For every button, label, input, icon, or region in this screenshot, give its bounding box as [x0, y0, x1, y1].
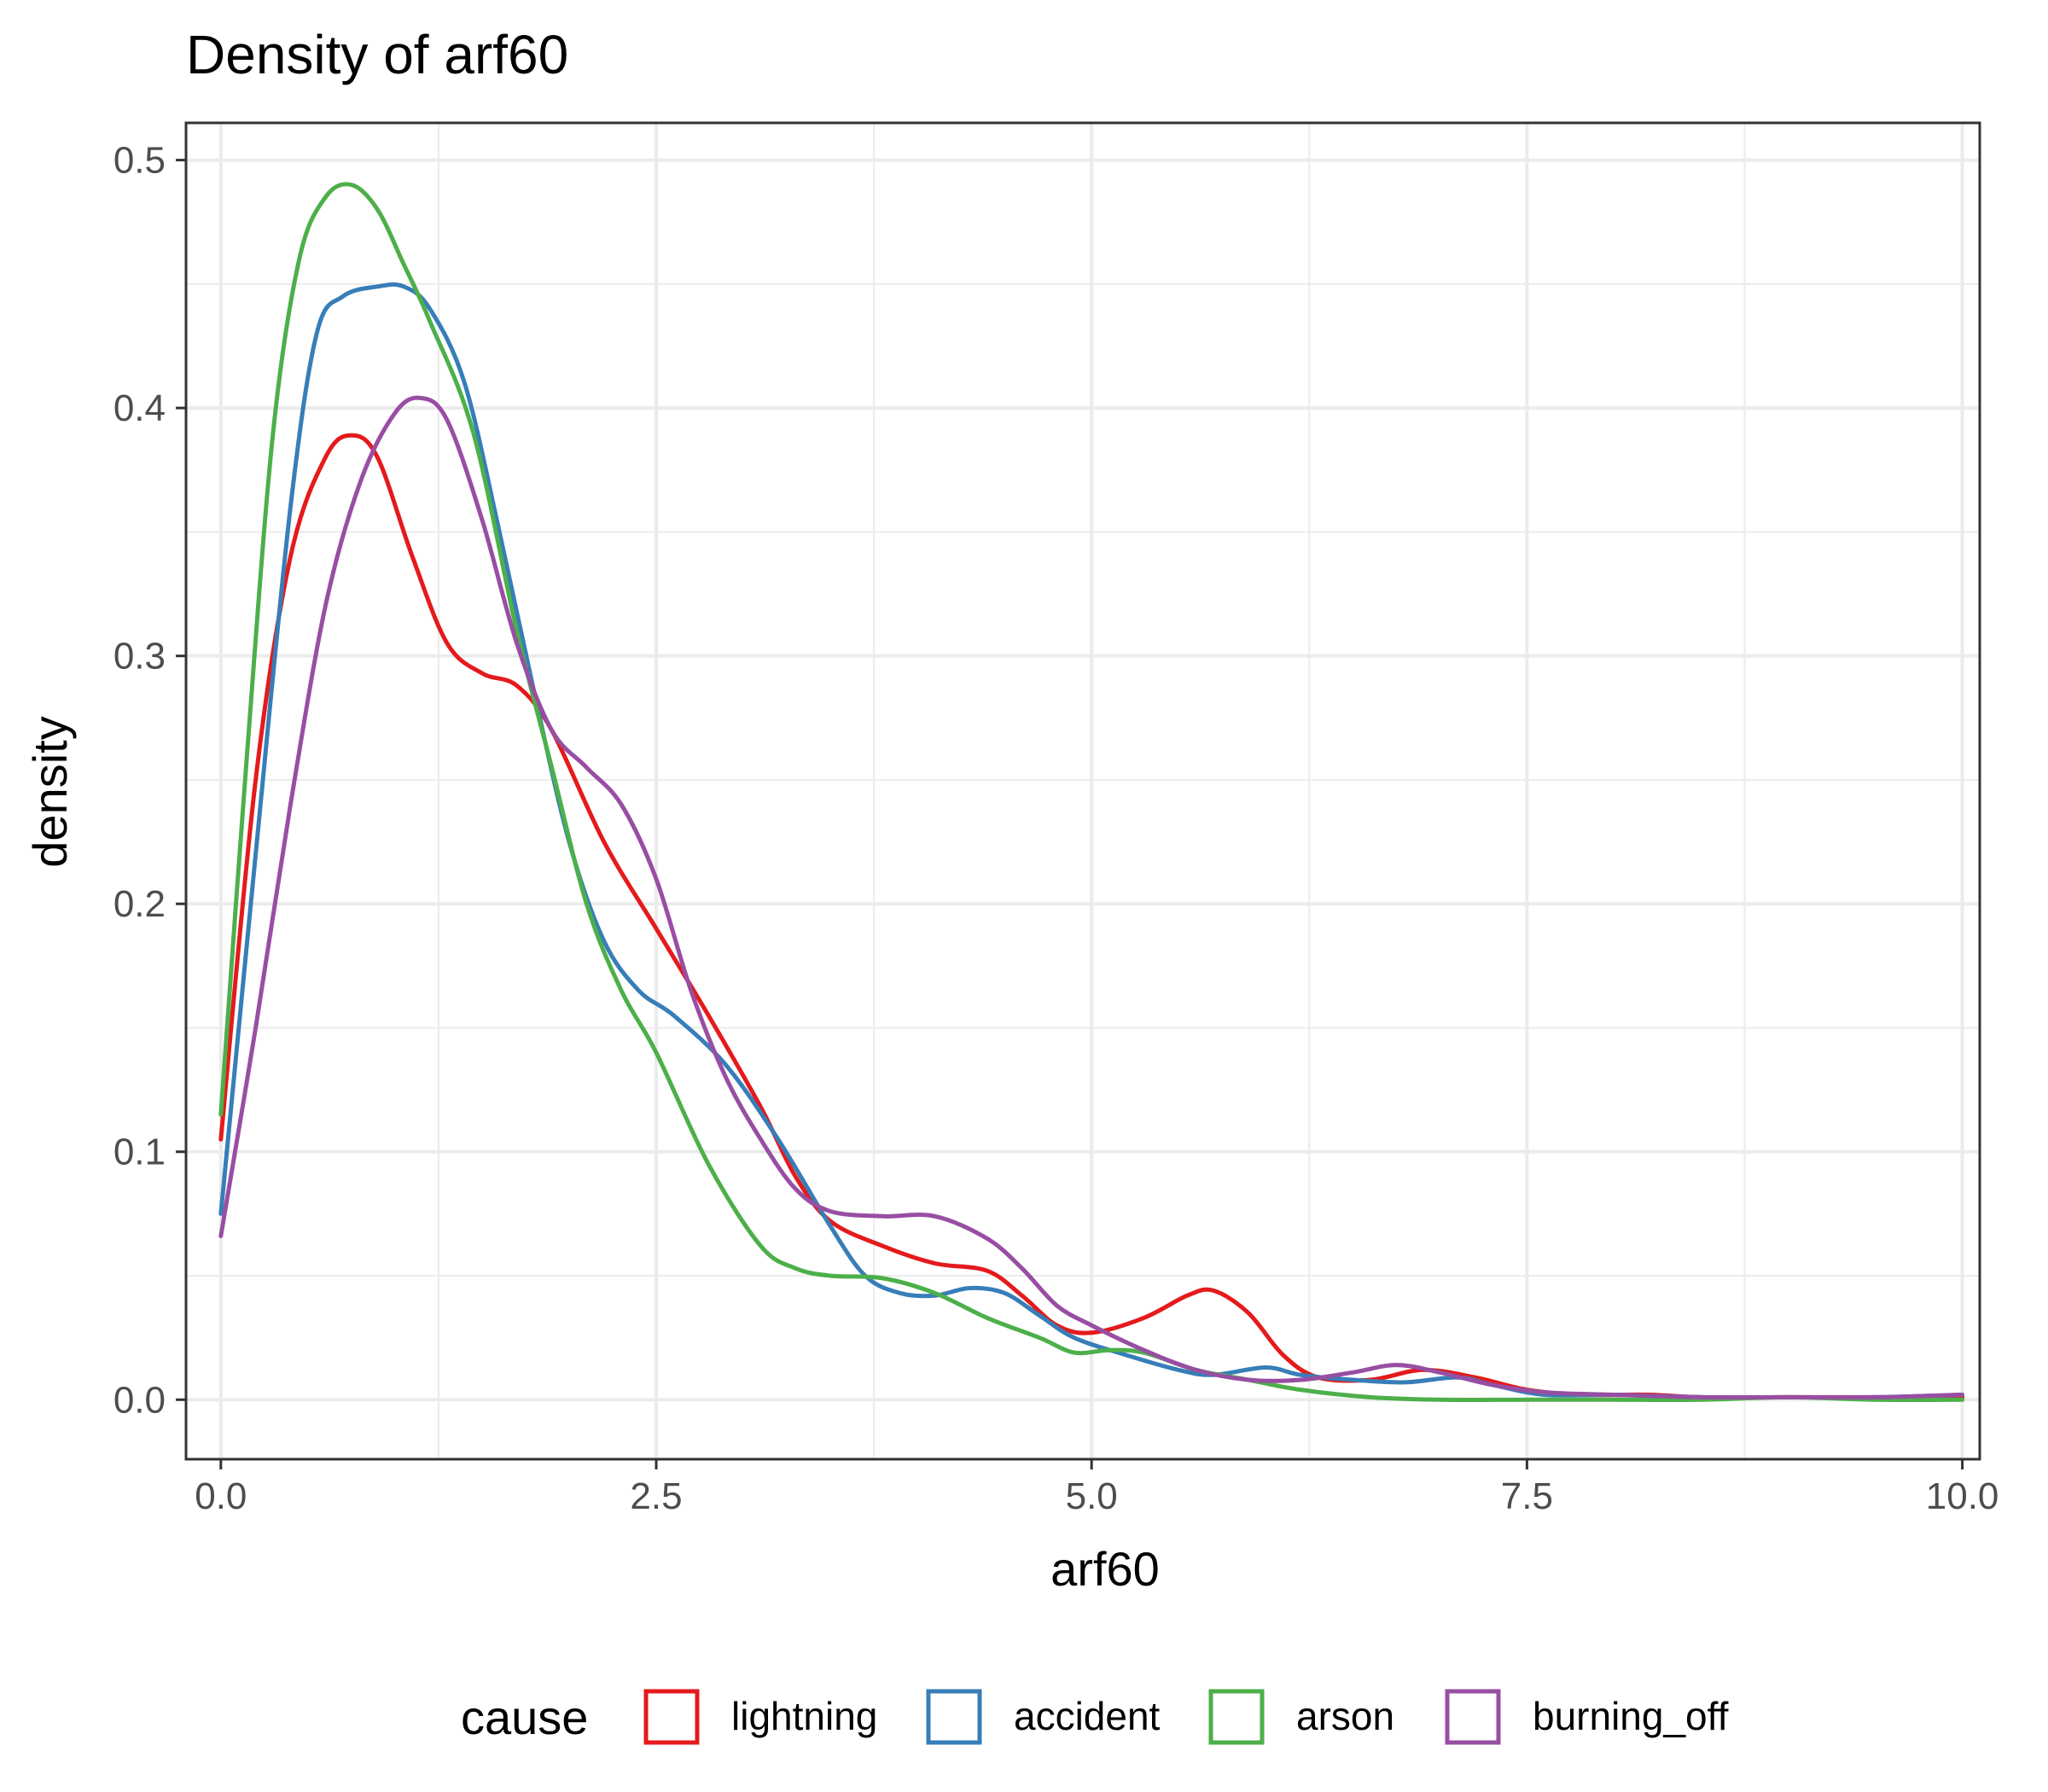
legend-title: cause — [461, 1690, 588, 1744]
x-tick-label: 2.5 — [630, 1475, 682, 1517]
legend-key-accident — [926, 1689, 982, 1745]
minor-gridlines — [186, 123, 1980, 1459]
series-line-arson — [218, 182, 1965, 1403]
legend-key-burning-off — [1445, 1689, 1501, 1745]
legend-key-lightning — [643, 1689, 700, 1745]
y-axis-title: density — [23, 716, 77, 867]
y-tick-label: 0.2 — [113, 883, 166, 925]
legend-label-burning-off: burning_off — [1533, 1694, 1729, 1738]
x-tick-label: 0.0 — [195, 1475, 247, 1517]
legend: cause lightning accident arson burning_off — [461, 1689, 1729, 1745]
major-gridlines — [186, 123, 1980, 1459]
x-axis-title: arf60 — [1050, 1542, 1160, 1596]
x-tick-label: 5.0 — [1066, 1475, 1118, 1517]
legend-label-lightning: lightning — [731, 1694, 877, 1738]
x-axis-ticks: 0.0 2.5 5.0 7.5 10.0 — [195, 1459, 1999, 1517]
y-tick-label: 0.0 — [113, 1379, 166, 1421]
y-tick-label: 0.5 — [113, 140, 166, 182]
y-tick-label: 0.4 — [113, 387, 166, 429]
plot-panel-border — [184, 121, 1981, 1461]
chart-title: Density of arf60 — [186, 24, 568, 85]
y-tick-label: 0.1 — [113, 1132, 166, 1173]
y-axis-ticks: 0.0 0.1 0.2 0.3 0.4 0.5 — [113, 140, 186, 1421]
y-tick-label: 0.3 — [113, 636, 166, 678]
series-line-burning-off — [218, 395, 1965, 1400]
density-curves — [218, 182, 1965, 1403]
x-tick-label: 7.5 — [1501, 1475, 1553, 1517]
legend-key-arson — [1208, 1689, 1265, 1745]
x-tick-label: 10.0 — [1926, 1475, 1999, 1517]
legend-label-accident: accident — [1014, 1694, 1161, 1738]
legend-label-arson: arson — [1296, 1694, 1394, 1738]
